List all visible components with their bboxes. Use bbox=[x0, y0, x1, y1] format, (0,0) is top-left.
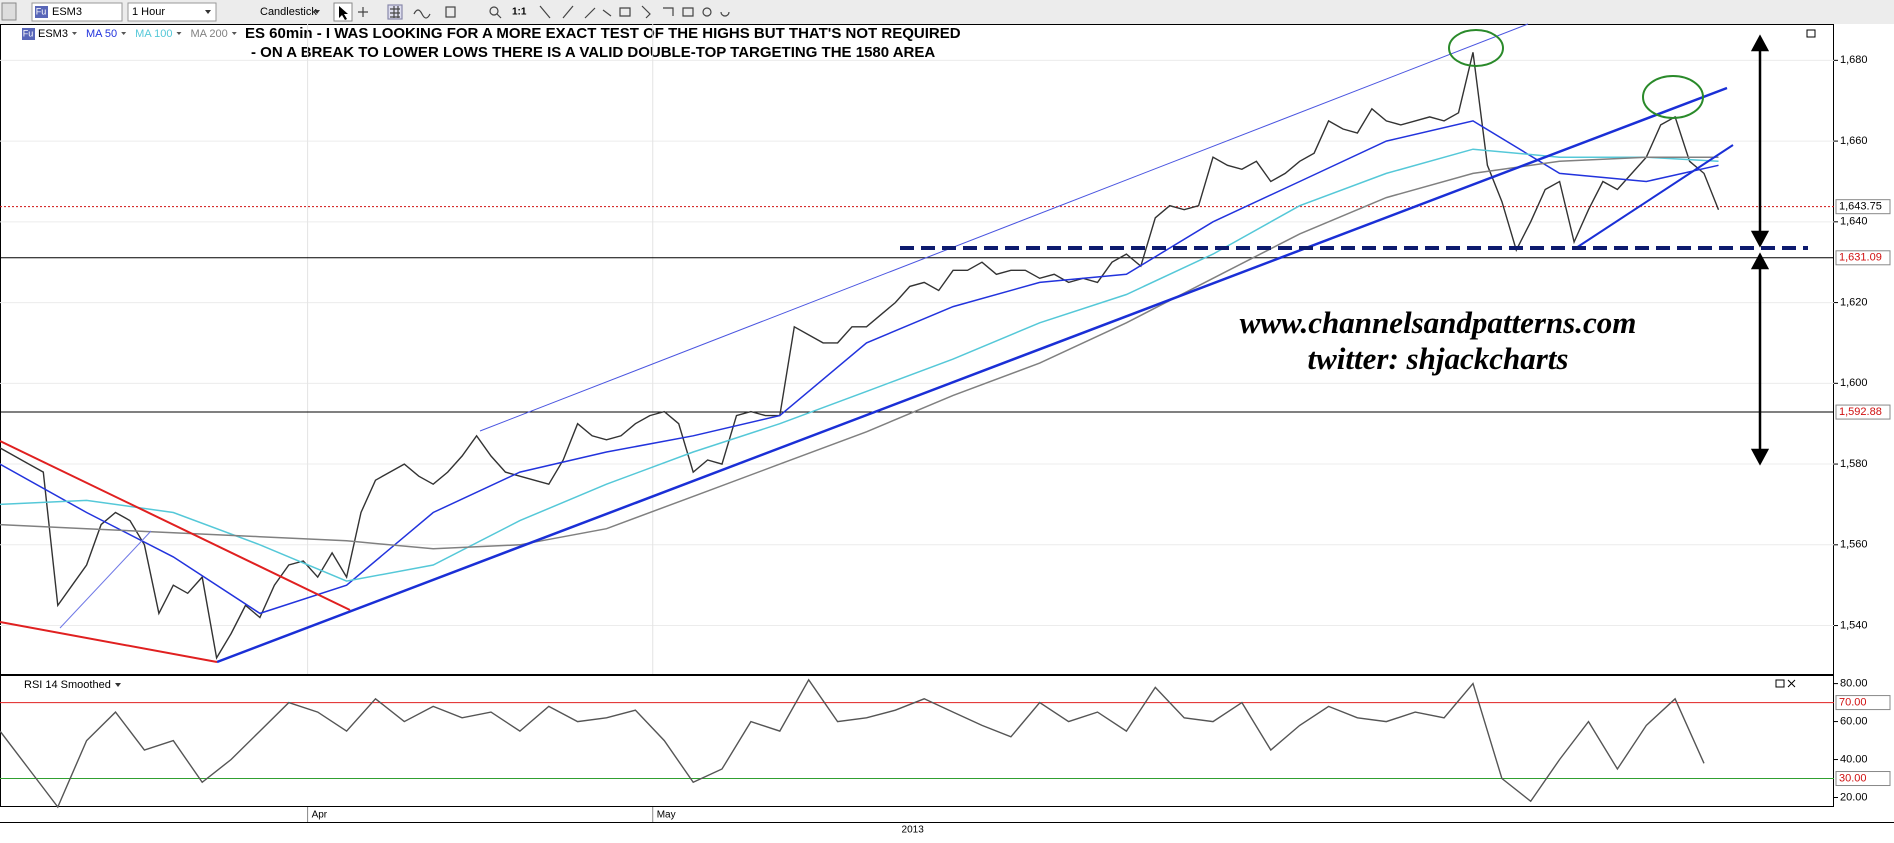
watermark: twitter: shjackcharts bbox=[1308, 341, 1569, 376]
toolbar-icons bbox=[358, 4, 730, 20]
dropdown-arrow bbox=[71, 32, 77, 35]
level-label-box bbox=[1835, 771, 1891, 787]
trend-line bbox=[59, 530, 152, 629]
level-label-box bbox=[1835, 404, 1891, 420]
y-tick-label: 1,600 bbox=[1840, 377, 1868, 389]
dropdown-arrow bbox=[231, 32, 237, 35]
y-tick-label: 1,540 bbox=[1840, 619, 1868, 631]
annotation-text: - ON A BREAK TO LOWER LOWS THERE IS A VA… bbox=[251, 44, 935, 61]
drawings bbox=[0, 23, 1808, 664]
dropdown-arrow bbox=[205, 10, 211, 14]
level-label: 1,631.09 bbox=[1839, 252, 1882, 264]
y-tick-label: 1,640 bbox=[1840, 216, 1868, 228]
dropdown-arrow bbox=[121, 32, 127, 35]
zoom-label: 1:1 bbox=[512, 7, 527, 18]
legend-entry: ESM3 bbox=[38, 28, 68, 40]
maximize-button[interactable] bbox=[1775, 679, 1785, 688]
trend-line bbox=[216, 86, 1728, 664]
series-line bbox=[0, 148, 1719, 582]
level-label-box bbox=[1835, 250, 1891, 266]
menu-button[interactable] bbox=[1, 2, 17, 21]
y-tick-label: 1,620 bbox=[1840, 296, 1868, 308]
y-tick-label: 1,580 bbox=[1840, 458, 1868, 470]
annotation-text: ES 60min - I WAS LOOKING FOR A MORE EXAC… bbox=[245, 25, 961, 42]
level-label: 70.00 bbox=[1839, 696, 1867, 708]
y-tick-label: 1,680 bbox=[1840, 54, 1868, 66]
legend: ESM3 MA 50 MA 100 MA 200 bbox=[38, 28, 237, 40]
series-line bbox=[0, 120, 1719, 615]
legend-entry: MA 100 bbox=[135, 28, 172, 40]
symbol-input[interactable] bbox=[31, 2, 123, 22]
rsi-panel-frame bbox=[0, 675, 1834, 807]
wedge-line bbox=[0, 621, 218, 663]
symbol-badge-text: Fu bbox=[36, 6, 47, 16]
y-tick-label: 40.00 bbox=[1840, 753, 1868, 765]
price-line bbox=[0, 678, 1705, 809]
y-tick-label: 1,560 bbox=[1840, 539, 1868, 551]
level-label: 1,643.75 bbox=[1839, 201, 1882, 213]
level-label: 30.00 bbox=[1839, 772, 1867, 784]
level-label-box bbox=[1835, 199, 1891, 215]
wedge-line bbox=[0, 440, 351, 611]
trend-line bbox=[1575, 144, 1734, 249]
legend-entry: MA 50 bbox=[86, 28, 117, 40]
level-label-box bbox=[1835, 695, 1891, 711]
maximize-button[interactable] bbox=[1806, 29, 1816, 38]
legend-badge-text: Fu bbox=[23, 28, 34, 38]
channel-line bbox=[479, 23, 1529, 432]
pointer-icon bbox=[339, 6, 348, 20]
y-tick-label: 80.00 bbox=[1840, 678, 1868, 690]
dropdown-arrow bbox=[314, 10, 320, 14]
interval-text: 1 Hour bbox=[132, 6, 165, 18]
close-button[interactable] bbox=[1787, 679, 1796, 688]
target-arrows bbox=[1750, 34, 1770, 466]
symbol-text: ESM3 bbox=[52, 6, 82, 18]
price-panel-frame bbox=[0, 24, 1834, 675]
x-tick-label: Apr bbox=[312, 810, 328, 821]
dropdown-arrow bbox=[176, 32, 182, 35]
style-text: Candlestick bbox=[260, 6, 317, 18]
top-circle bbox=[1448, 29, 1504, 67]
symbol-badge bbox=[35, 6, 48, 18]
y-tick-label: 60.00 bbox=[1840, 715, 1868, 727]
watermark: www.channelsandpatterns.com bbox=[1240, 305, 1637, 340]
legend-entry: MA 200 bbox=[190, 28, 227, 40]
dropdown-arrow bbox=[115, 683, 121, 687]
level-label: 1,592.88 bbox=[1839, 406, 1882, 418]
interval-select[interactable] bbox=[127, 2, 217, 22]
series-line bbox=[0, 156, 1719, 550]
y-tick-label: 20.00 bbox=[1840, 791, 1868, 803]
x-tick-label: May bbox=[657, 810, 676, 821]
year-label: 2013 bbox=[902, 825, 925, 836]
top-circle bbox=[1642, 75, 1704, 119]
price-line bbox=[0, 52, 1720, 660]
legend-badge bbox=[22, 28, 35, 40]
style-select[interactable] bbox=[258, 3, 324, 21]
y-tick-label: 1,660 bbox=[1840, 135, 1868, 147]
rsi-title: RSI 14 Smoothed bbox=[24, 679, 111, 691]
